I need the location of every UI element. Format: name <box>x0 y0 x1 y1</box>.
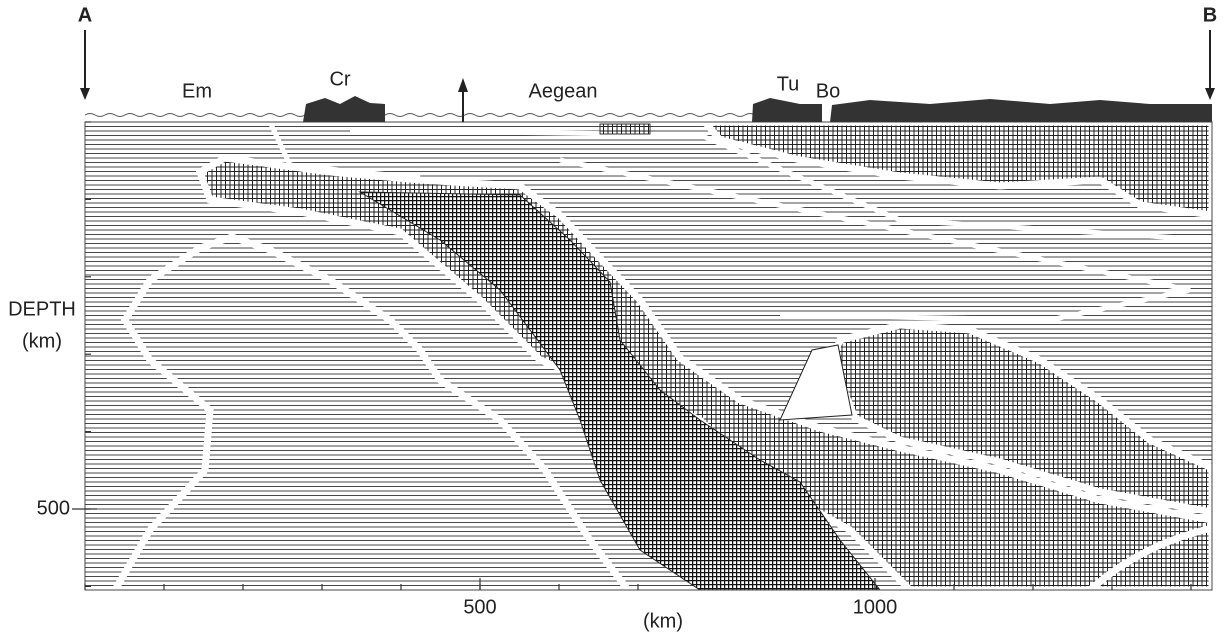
x-axis-label: (km) <box>643 610 683 632</box>
cross-section: A B Em Cr Aegean Tu Bo DEPTH (km) (km) 5… <box>0 0 1223 634</box>
arrowhead-b <box>1205 88 1215 100</box>
label-cr: Cr <box>329 68 350 90</box>
land-bo <box>830 99 1212 122</box>
arrowhead-a <box>80 88 90 100</box>
y-tick-label: 500 <box>37 497 70 519</box>
land-cr <box>303 96 385 122</box>
label-bo: Bo <box>816 80 840 102</box>
label-aegean: Aegean <box>529 80 598 102</box>
y-axis-label: DEPTH <box>8 298 76 320</box>
sea-surface <box>85 114 765 117</box>
arrowhead-up <box>458 78 468 92</box>
label-em: Em <box>182 80 212 102</box>
sections <box>85 122 1212 590</box>
label-b: B <box>1203 4 1217 26</box>
y-axis-unit: (km) <box>22 330 62 352</box>
page: {"labels": {"a": "A", "b": "B", "em": "E… <box>0 0 1223 634</box>
x-tick-label: 1000 <box>853 596 898 618</box>
label-a: A <box>78 4 92 26</box>
small-block <box>600 124 650 134</box>
label-tu: Tu <box>777 73 800 95</box>
x-tick-label: 500 <box>463 596 496 618</box>
land-tu <box>752 98 822 122</box>
